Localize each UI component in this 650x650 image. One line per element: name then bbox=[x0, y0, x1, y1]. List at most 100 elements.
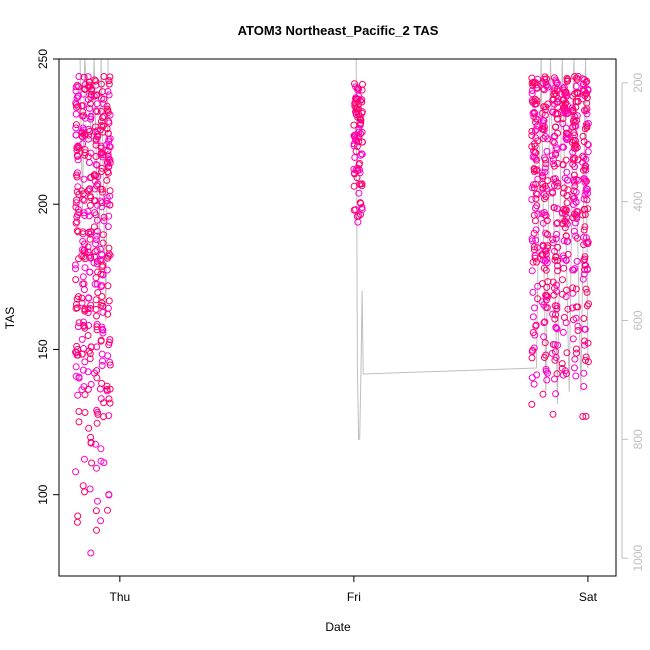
data-point bbox=[539, 184, 547, 192]
data-point bbox=[560, 264, 568, 272]
data-point bbox=[553, 325, 561, 333]
data-point bbox=[105, 395, 113, 403]
data-point bbox=[92, 153, 100, 160]
data-point bbox=[359, 80, 366, 88]
data-point bbox=[93, 161, 101, 169]
data-point bbox=[92, 274, 100, 282]
data-point bbox=[550, 91, 558, 99]
data-point bbox=[543, 304, 551, 312]
data-point bbox=[530, 229, 538, 237]
data-point bbox=[357, 200, 365, 207]
data-point bbox=[356, 180, 363, 188]
data-point bbox=[542, 250, 550, 258]
data-point bbox=[106, 336, 114, 344]
x-tick-label: Thu bbox=[110, 590, 131, 604]
data-point bbox=[353, 142, 361, 150]
data-point bbox=[531, 304, 538, 312]
data-point bbox=[541, 339, 549, 347]
data-point bbox=[87, 253, 95, 261]
data-point bbox=[554, 341, 562, 349]
data-point bbox=[93, 257, 101, 265]
data-point bbox=[78, 294, 86, 302]
data-point bbox=[79, 108, 87, 116]
data-point bbox=[540, 264, 548, 272]
data-point bbox=[72, 203, 80, 211]
y2-axis: 200 400 600 800 1000 bbox=[621, 72, 645, 572]
data-point bbox=[352, 104, 360, 112]
data-point bbox=[93, 182, 101, 190]
data-point bbox=[580, 195, 588, 203]
data-point bbox=[85, 131, 92, 139]
data-point bbox=[543, 376, 551, 384]
data-point bbox=[541, 111, 549, 119]
data-point bbox=[86, 485, 94, 493]
data-point bbox=[358, 150, 366, 158]
data-point bbox=[104, 105, 112, 113]
data-point bbox=[105, 412, 113, 420]
data-point bbox=[533, 371, 541, 379]
data-point bbox=[100, 213, 108, 221]
data-point bbox=[559, 96, 567, 104]
data-point bbox=[531, 127, 539, 135]
data-point bbox=[98, 164, 106, 172]
data-point bbox=[581, 162, 589, 170]
data-point bbox=[584, 238, 592, 246]
data-point bbox=[93, 464, 100, 472]
data-point bbox=[87, 91, 95, 99]
data-point bbox=[105, 250, 113, 258]
data-point bbox=[94, 180, 102, 188]
data-point bbox=[93, 323, 101, 331]
chart-title: ATOM3 Northeast_Pacific_2 TAS bbox=[238, 23, 439, 38]
data-point bbox=[570, 227, 578, 235]
data-point bbox=[72, 83, 80, 91]
data-point bbox=[85, 212, 93, 220]
data-point bbox=[92, 507, 100, 515]
data-point bbox=[74, 156, 82, 164]
data-point bbox=[105, 341, 113, 349]
data-point bbox=[100, 217, 108, 225]
data-point bbox=[539, 122, 547, 130]
data-point bbox=[543, 75, 550, 83]
data-point bbox=[539, 250, 547, 258]
data-point bbox=[530, 380, 538, 388]
data-point bbox=[584, 148, 592, 156]
y-tick-label: 100 bbox=[36, 484, 50, 504]
data-point bbox=[542, 160, 550, 168]
data-point bbox=[574, 322, 582, 330]
data-point bbox=[580, 138, 588, 146]
data-point bbox=[103, 266, 111, 274]
data-point bbox=[581, 325, 589, 333]
data-point bbox=[562, 293, 570, 301]
data-point bbox=[358, 138, 366, 146]
data-point bbox=[99, 100, 107, 108]
data-point bbox=[87, 380, 95, 388]
data-point bbox=[549, 341, 557, 348]
data-point bbox=[579, 413, 587, 420]
data-point bbox=[541, 318, 549, 326]
data-point bbox=[73, 295, 81, 303]
data-point bbox=[80, 345, 87, 352]
data-point bbox=[74, 183, 82, 191]
data-point bbox=[552, 151, 560, 159]
data-point bbox=[554, 257, 562, 265]
data-point bbox=[93, 367, 101, 375]
data-point bbox=[74, 512, 82, 520]
data-point bbox=[94, 268, 102, 276]
data-point bbox=[87, 301, 95, 309]
data-point bbox=[530, 246, 538, 254]
data-point bbox=[93, 232, 101, 240]
data-point bbox=[560, 143, 568, 151]
data-point bbox=[92, 77, 100, 85]
y2-tick-label: 400 bbox=[631, 191, 645, 211]
data-point bbox=[548, 152, 556, 160]
data-point bbox=[544, 231, 551, 239]
data-point bbox=[559, 115, 567, 122]
data-point bbox=[583, 77, 591, 85]
data-point bbox=[582, 176, 589, 184]
data-point bbox=[72, 276, 80, 284]
data-point bbox=[560, 184, 568, 192]
data-point bbox=[99, 231, 107, 239]
y2-tick-label: 1000 bbox=[631, 545, 645, 572]
data-point bbox=[564, 75, 572, 83]
data-point bbox=[542, 296, 550, 304]
